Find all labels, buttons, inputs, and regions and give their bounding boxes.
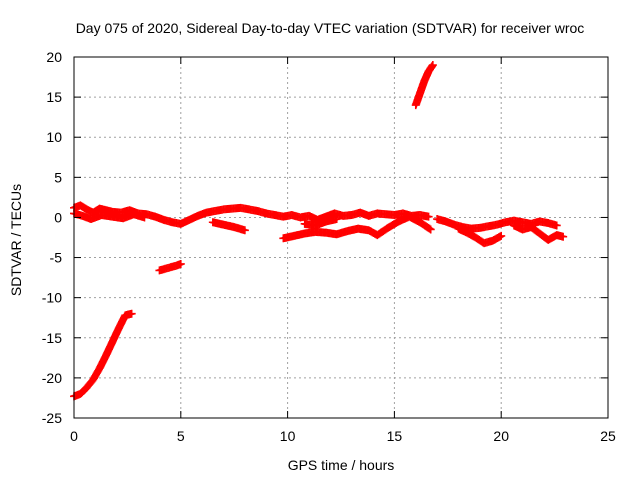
- y-tick-label: 5: [54, 169, 62, 185]
- data-point: [559, 232, 568, 241]
- data-marks: [70, 61, 568, 401]
- x-tick-label: 20: [493, 428, 509, 444]
- x-axis-label: GPS time / hours: [287, 457, 395, 473]
- y-tick-label: 20: [46, 49, 62, 65]
- data-point: [176, 259, 185, 268]
- chart-title: Day 075 of 2020, Sidereal Day-to-day VTE…: [75, 20, 585, 36]
- y-axis-label: SDTVAR / TECUs: [8, 183, 24, 297]
- series-arc-1: [70, 309, 136, 401]
- y-tick-label: -15: [42, 330, 62, 346]
- data-point: [140, 213, 149, 222]
- series-arc-5: [208, 218, 249, 235]
- series-arc-9: [433, 215, 561, 233]
- grid-lines: [74, 57, 608, 418]
- y-tick-label: 15: [46, 89, 62, 105]
- y-tick-label: -20: [42, 370, 62, 386]
- series-arc-7: [300, 215, 341, 230]
- series-arc-3: [70, 209, 149, 224]
- x-tick-label: 0: [70, 428, 78, 444]
- data-point: [497, 231, 506, 240]
- x-tick-label: 15: [387, 428, 403, 444]
- y-tick-label: -5: [50, 250, 63, 266]
- plot-frame: [73, 56, 609, 419]
- y-tick-label: 0: [54, 209, 62, 225]
- y-tick-label: 10: [46, 129, 62, 145]
- data-point: [424, 212, 433, 221]
- data-point: [552, 221, 561, 230]
- y-tick-label: -10: [42, 290, 62, 306]
- data-point: [428, 61, 437, 70]
- series-arc-6: [279, 212, 435, 243]
- data-point: [240, 226, 249, 235]
- series-arc-8: [411, 61, 437, 110]
- x-tick-label: 5: [177, 428, 185, 444]
- series-arc-11: [510, 221, 568, 244]
- y-tick-label: -25: [42, 410, 62, 426]
- series-arc-10: [454, 224, 506, 248]
- data-point: [426, 225, 435, 234]
- series-arc-4: [155, 259, 185, 275]
- x-tick-label: 10: [280, 428, 296, 444]
- axis-ticks: 0 5 10 15 20 25 -25 -20 -15 -10 -5 0 5 10 15 20: [42, 49, 616, 444]
- data-point: [425, 224, 434, 233]
- x-tick-label: 25: [600, 428, 616, 444]
- data-point: [332, 215, 341, 224]
- data-point: [127, 309, 136, 318]
